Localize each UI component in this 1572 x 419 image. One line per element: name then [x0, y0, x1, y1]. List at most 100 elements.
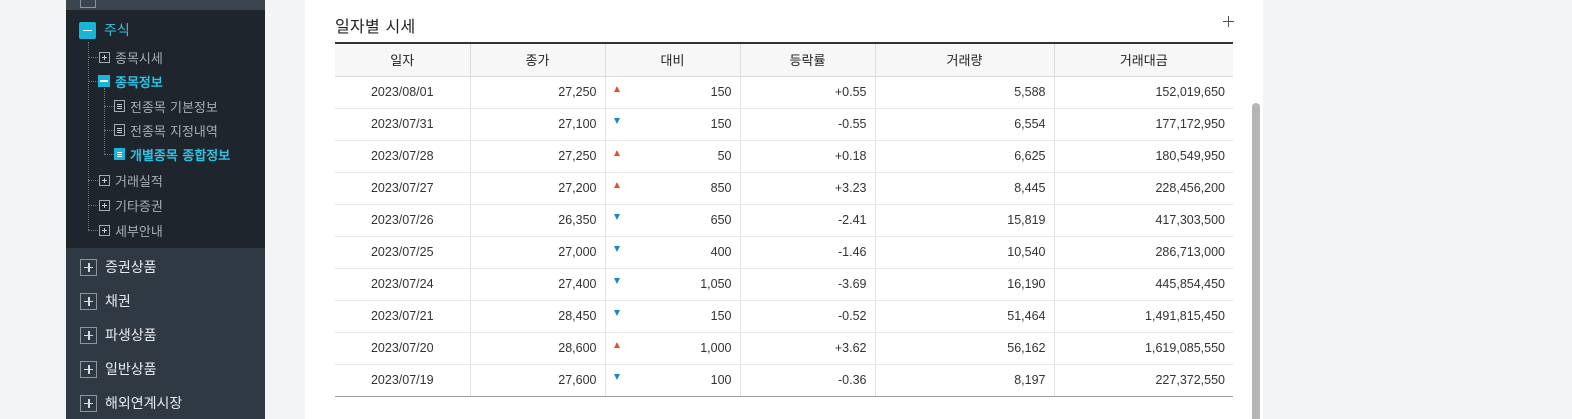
cell-rate: -0.52 — [739, 300, 875, 333]
sidebar-item-label: 세부안내 — [115, 224, 163, 240]
cell-volume: 10,540 — [874, 236, 1054, 269]
column-header-date[interactable]: 일자 — [335, 43, 470, 77]
cell-volume: 6,554 — [874, 108, 1054, 141]
cell-date: 2023/07/26 — [335, 204, 470, 237]
cell-close: 27,200 — [469, 172, 605, 205]
plus-icon[interactable] — [1223, 16, 1234, 27]
change-value: 150 — [710, 309, 732, 323]
plus-box-icon — [99, 224, 110, 236]
sidebar-item-securities-products[interactable]: 증권상품 — [80, 257, 157, 277]
cell-close: 28,600 — [469, 332, 605, 365]
cell-rate: -0.55 — [739, 108, 875, 141]
sidebar-item-label: 기타증권 — [115, 199, 163, 215]
stock-tree: 주식 종목시세 종목정보 전종목 기본정보 전종목 지정내역 — [66, 10, 265, 248]
sidebar-item-label: 주식 — [104, 23, 130, 39]
column-header-change[interactable]: 대비 — [604, 43, 740, 77]
cell-volume: 16,190 — [874, 268, 1054, 301]
plus-box-icon — [99, 51, 110, 63]
minus-box-icon — [98, 75, 110, 87]
cell-date: 2023/07/19 — [335, 364, 470, 397]
cell-change: 150 — [604, 300, 740, 333]
cell-change: 150 — [604, 76, 740, 109]
column-header-amount[interactable]: 거래대금 — [1053, 43, 1233, 77]
sidebar-item-individual-info[interactable]: 개별종목 종합정보 — [114, 145, 231, 164]
cell-amount: 177,172,950 — [1053, 108, 1233, 141]
cell-close: 27,250 — [469, 140, 605, 173]
table-row: 2023/07/24 27,400 1,050 -3.69 16,190 445,854,… — [335, 268, 1233, 301]
document-icon — [114, 124, 125, 136]
scrollbar-thumb[interactable] — [1252, 103, 1260, 419]
sidebar-item-label: 일반상품 — [105, 362, 157, 378]
sidebar-item-overseas-linked[interactable]: 해외연계시장 — [80, 393, 182, 413]
sidebar-item-label: 증권상품 — [105, 260, 157, 276]
cell-amount: 180,549,950 — [1053, 140, 1233, 173]
cell-close: 27,400 — [469, 268, 605, 301]
plus-box-icon — [80, 258, 97, 276]
triangle-down-icon — [613, 213, 620, 220]
sidebar-item-label: 전종목 기본정보 — [130, 100, 218, 116]
cell-volume: 5,588 — [874, 76, 1054, 109]
cell-amount: 1,491,815,450 — [1053, 300, 1233, 333]
change-value: 1,050 — [700, 277, 732, 291]
column-header-close[interactable]: 종가 — [469, 43, 605, 77]
tree-guide-line — [104, 88, 105, 154]
change-value: 100 — [710, 373, 732, 387]
cell-close: 27,000 — [469, 236, 605, 269]
sidebar-top-item[interactable] — [66, 0, 265, 10]
triangle-up-icon — [613, 149, 620, 156]
sidebar-item-derivatives[interactable]: 파생상품 — [80, 325, 157, 345]
triangle-down-icon — [613, 117, 620, 124]
cell-change: 50 — [604, 140, 740, 173]
cell-date: 2023/07/27 — [335, 172, 470, 205]
cell-amount: 445,854,450 — [1053, 268, 1233, 301]
table-row: 2023/07/28 27,250 50 +0.18 6,625 180,549,950 — [335, 140, 1233, 173]
triangle-down-icon — [613, 277, 620, 284]
cell-date: 2023/07/25 — [335, 236, 470, 269]
column-header-rate[interactable]: 등락률 — [739, 43, 875, 77]
change-value: 1,000 — [700, 341, 732, 355]
sidebar-item-stock-price[interactable]: 종목시세 — [99, 48, 163, 67]
sidebar-item-label: 채권 — [105, 294, 131, 310]
tree-guide-line — [88, 42, 89, 230]
sidebar-item-label: 종목시세 — [115, 51, 163, 67]
cell-date: 2023/07/28 — [335, 140, 470, 173]
sidebar-item-stock[interactable]: 주식 — [79, 20, 130, 40]
sidebar-item-all-designation[interactable]: 전종목 지정내역 — [114, 121, 218, 140]
change-value: 850 — [710, 181, 732, 195]
sidebar-item-label: 거래실적 — [115, 174, 163, 190]
sidebar-item-trading-results[interactable]: 거래실적 — [99, 171, 163, 190]
cell-amount: 227,372,550 — [1053, 364, 1233, 397]
sidebar-item-details[interactable]: 세부안내 — [99, 221, 163, 240]
cell-change: 100 — [604, 364, 740, 397]
cell-amount: 228,456,200 — [1053, 172, 1233, 205]
plus-box-icon — [80, 326, 97, 344]
cell-close: 27,600 — [469, 364, 605, 397]
cell-close: 26,350 — [469, 204, 605, 237]
cell-change: 650 — [604, 204, 740, 237]
sidebar-item-label: 개별종목 종합정보 — [130, 148, 231, 164]
cell-amount: 286,713,000 — [1053, 236, 1233, 269]
cell-close: 28,450 — [469, 300, 605, 333]
sidebar-item-other-securities[interactable]: 기타증권 — [99, 196, 163, 215]
sidebar-item-all-basic-info[interactable]: 전종목 기본정보 — [114, 97, 218, 116]
sidebar-item-stock-info[interactable]: 종목정보 — [98, 72, 163, 91]
change-value: 50 — [717, 149, 732, 163]
tree-guide-line — [104, 106, 114, 107]
cell-volume: 15,819 — [874, 204, 1054, 237]
tree-guide-line — [104, 130, 114, 131]
cell-amount: 152,019,650 — [1053, 76, 1233, 109]
tree-guide-line — [88, 57, 98, 58]
content-panel: 일자별 시세 일자 종가 대비 등락률 거래량 거래대금 2023/08/01 2… — [305, 0, 1263, 419]
cell-rate: +3.62 — [739, 332, 875, 365]
table-row: 2023/07/20 28,600 1,000 +3.62 56,162 1,619,08… — [335, 332, 1233, 365]
cell-change: 1,050 — [604, 268, 740, 301]
cell-close: 27,250 — [469, 76, 605, 109]
column-header-volume[interactable]: 거래량 — [874, 43, 1054, 77]
sidebar-item-general-products[interactable]: 일반상품 — [80, 359, 157, 379]
cell-rate: +3.23 — [739, 172, 875, 205]
table-row: 2023/07/19 27,600 100 -0.36 8,197 227,372,550 — [335, 364, 1233, 397]
tree-guide-line — [88, 180, 98, 181]
cell-rate: -3.69 — [739, 268, 875, 301]
cell-change: 850 — [604, 172, 740, 205]
sidebar-item-bonds[interactable]: 채권 — [80, 291, 131, 311]
